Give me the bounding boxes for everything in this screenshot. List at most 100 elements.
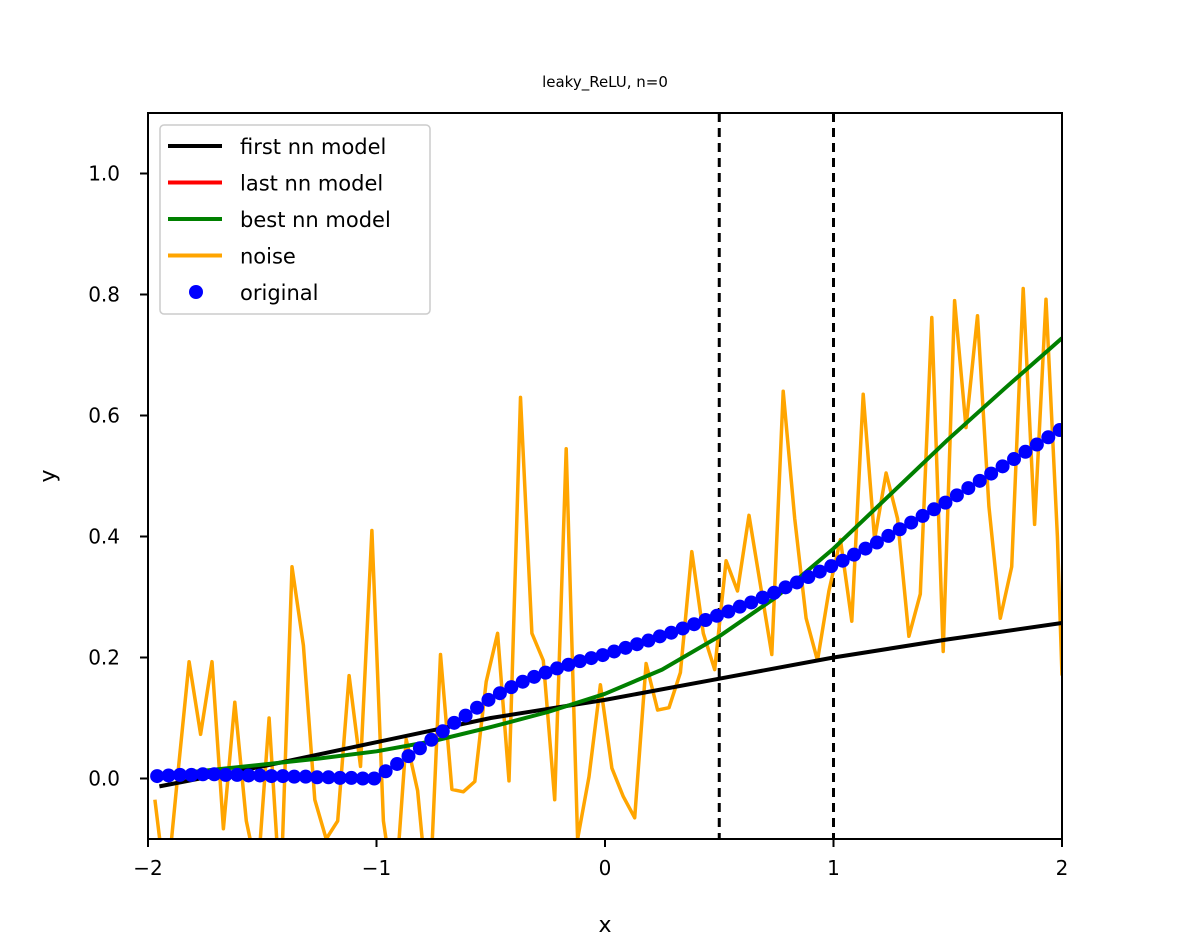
y-tick-label-1: 0.2 — [88, 646, 120, 670]
x-axis-ticks: −2 −1 0 1 2 — [133, 839, 1068, 880]
point-original-70 — [949, 488, 964, 503]
legend-label-first-nn-model: first nn model — [240, 135, 386, 159]
point-original-46 — [675, 621, 690, 636]
point-original-73 — [984, 466, 999, 481]
point-original-39 — [595, 648, 610, 663]
point-original-64 — [881, 528, 896, 543]
point-original-55 — [778, 580, 793, 595]
point-original-14 — [310, 770, 325, 785]
y-tick-label-0: 0.0 — [88, 767, 120, 791]
point-original-20 — [378, 764, 393, 779]
point-original-0 — [150, 769, 165, 784]
point-original-4 — [195, 767, 210, 782]
point-original-33 — [527, 669, 542, 684]
point-original-34 — [538, 665, 553, 680]
point-original-53 — [755, 590, 770, 605]
point-original-26 — [447, 715, 462, 730]
point-original-36 — [561, 657, 576, 672]
point-original-21 — [390, 756, 405, 771]
point-original-30 — [492, 686, 507, 701]
point-original-49 — [709, 608, 724, 623]
point-original-44 — [652, 629, 667, 644]
point-original-28 — [470, 700, 485, 715]
point-original-57 — [801, 570, 816, 585]
point-original-69 — [938, 495, 953, 510]
point-original-16 — [332, 770, 347, 785]
y-tick-label-2: 0.4 — [88, 525, 120, 549]
point-original-12 — [287, 769, 302, 784]
point-original-1 — [161, 768, 176, 783]
point-original-61 — [847, 547, 862, 562]
y-tick-label-4: 0.8 — [88, 283, 120, 307]
point-original-66 — [904, 515, 919, 530]
point-original-40 — [607, 644, 622, 659]
point-original-6 — [218, 767, 233, 782]
point-original-63 — [869, 535, 884, 550]
point-original-5 — [207, 767, 222, 782]
legend-label-original: original — [240, 281, 319, 305]
point-original-41 — [618, 640, 633, 655]
series-line-best-nn-model — [159, 336, 1062, 778]
y-tick-label-3: 0.6 — [88, 404, 120, 428]
y-axis-ticks: 0.0 0.2 0.4 0.6 0.8 1.0 — [88, 162, 148, 791]
point-original-42 — [629, 637, 644, 652]
point-original-38 — [584, 651, 599, 666]
point-original-35 — [550, 661, 565, 676]
point-original-71 — [961, 481, 976, 496]
x-tick-label-4: 2 — [1056, 856, 1069, 880]
point-original-52 — [744, 595, 759, 610]
point-original-15 — [321, 770, 336, 785]
point-original-17 — [344, 770, 359, 785]
y-axis-label: y — [36, 469, 61, 482]
point-original-37 — [572, 654, 587, 669]
point-original-7 — [230, 767, 245, 782]
point-original-27 — [458, 708, 473, 723]
legend: first nn model last nn model best nn model… — [159, 124, 431, 315]
point-original-8 — [241, 768, 256, 783]
x-tick-label-0: −2 — [133, 856, 162, 880]
y-tick-label-5: 1.0 — [88, 162, 120, 186]
point-original-24 — [424, 732, 439, 747]
series-markers-original — [150, 423, 1062, 786]
point-original-43 — [641, 633, 656, 648]
series-line-noise — [153, 286, 1062, 839]
point-original-31 — [504, 680, 519, 695]
point-original-9 — [252, 768, 267, 783]
point-original-11 — [275, 769, 290, 784]
point-original-3 — [184, 767, 199, 782]
vertical-reference-lines — [717, 113, 835, 839]
point-original-54 — [767, 585, 782, 600]
point-original-74 — [995, 459, 1010, 474]
point-original-2 — [172, 767, 187, 782]
point-original-45 — [664, 625, 679, 640]
point-original-59 — [824, 559, 839, 574]
point-original-22 — [401, 749, 416, 764]
series-layer — [150, 286, 1062, 839]
legend-label-last-nn-model: last nn model — [240, 172, 383, 196]
point-original-67 — [915, 508, 930, 523]
x-axis-label: x — [598, 913, 611, 938]
point-original-78 — [1041, 430, 1056, 445]
point-original-62 — [858, 541, 873, 556]
point-original-32 — [515, 674, 530, 689]
x-tick-label-1: −1 — [362, 856, 391, 880]
point-original-29 — [481, 692, 496, 707]
point-original-48 — [698, 612, 713, 627]
chart-title: leaky_ReLU, n=0 — [542, 73, 668, 92]
legend-label-best-nn-model: best nn model — [240, 208, 391, 232]
point-original-23 — [412, 741, 427, 756]
point-original-72 — [972, 473, 987, 488]
point-original-19 — [367, 771, 382, 786]
point-original-65 — [892, 522, 907, 537]
x-tick-label-2: 0 — [599, 856, 612, 880]
point-original-13 — [298, 769, 313, 784]
point-original-10 — [264, 769, 279, 784]
point-original-56 — [789, 575, 804, 590]
point-original-47 — [687, 617, 702, 632]
point-original-76 — [1018, 444, 1033, 459]
point-original-58 — [812, 564, 827, 579]
point-original-18 — [355, 771, 370, 786]
point-original-50 — [721, 604, 736, 619]
point-original-68 — [927, 502, 942, 517]
point-original-77 — [1029, 437, 1044, 452]
